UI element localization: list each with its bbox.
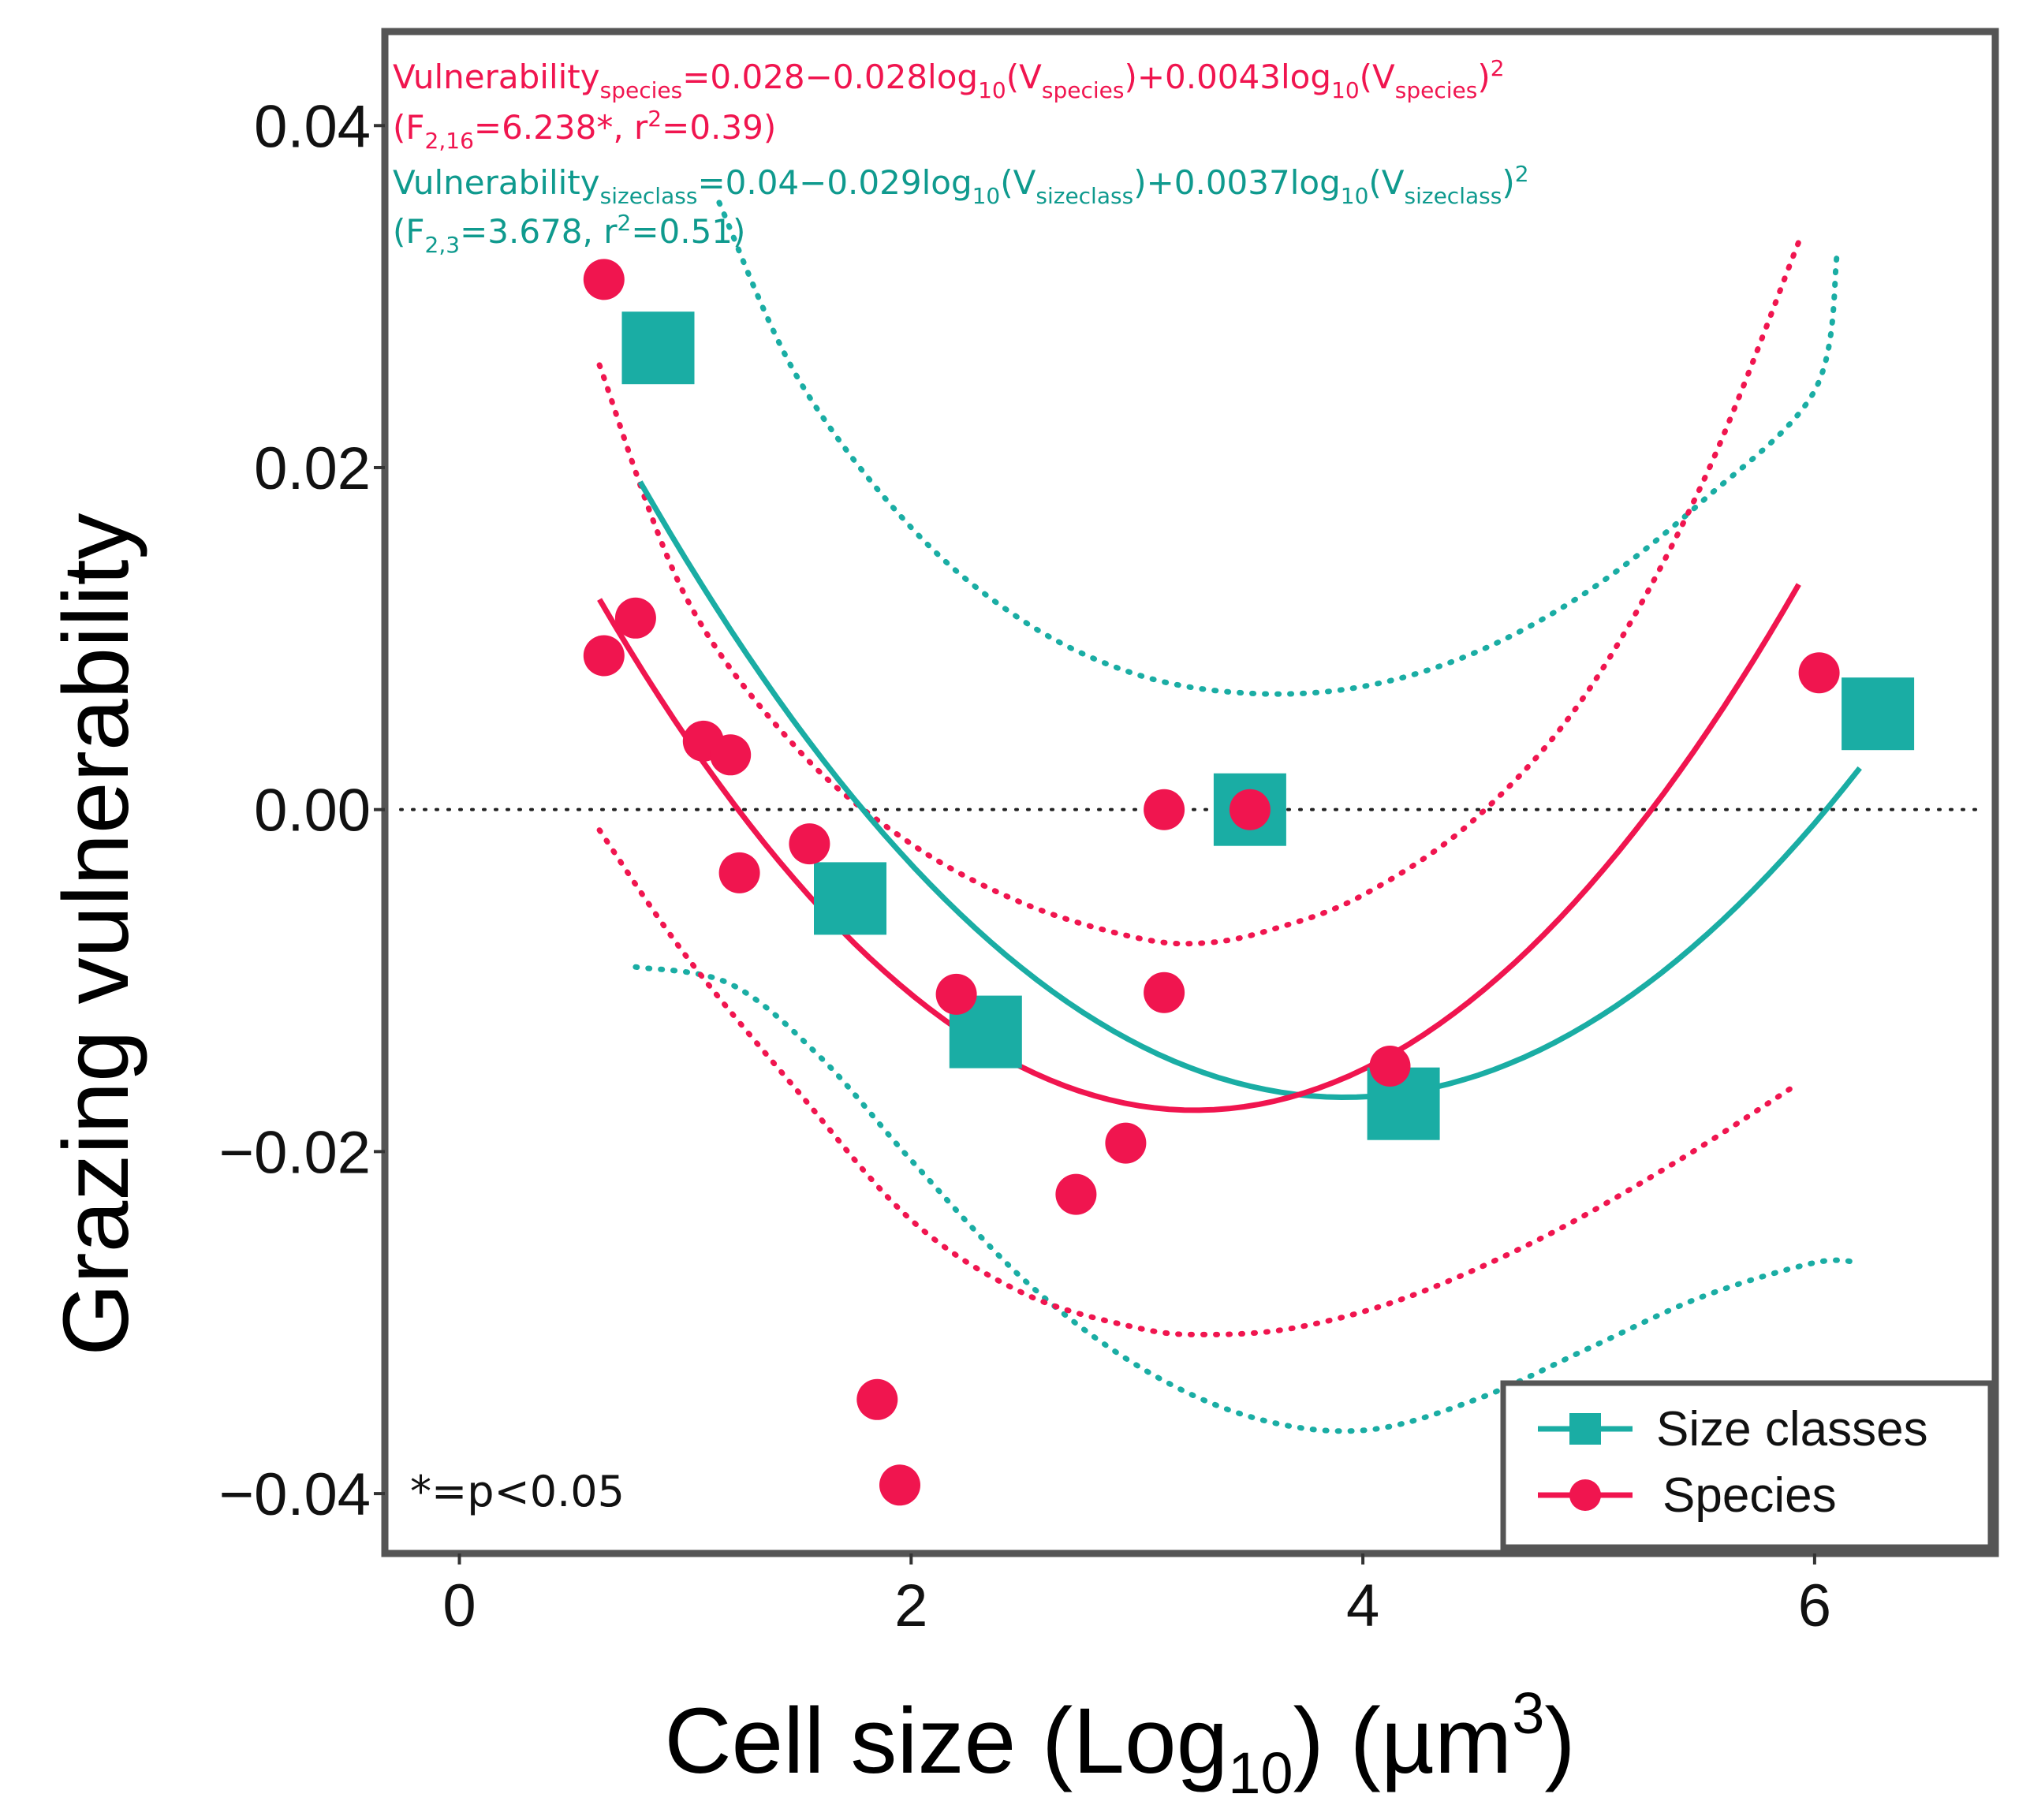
sizeclass-points bbox=[621, 311, 1915, 1140]
significance-note: *=p<0.05 bbox=[410, 1467, 625, 1516]
legend: Size classes Species bbox=[1500, 1380, 1994, 1550]
species-fit-curve bbox=[597, 583, 1801, 1113]
y-axis-ticks: 0.04 0.02 0.00 −0.02 −0.04 bbox=[219, 93, 385, 1528]
legend-species-label: Species bbox=[1662, 1468, 1837, 1523]
x-tick-label: 4 bbox=[1346, 1572, 1379, 1639]
y-tick-label: −0.04 bbox=[219, 1461, 371, 1528]
x-tick-label: 2 bbox=[894, 1572, 927, 1639]
species-point bbox=[1798, 652, 1840, 694]
legend-box bbox=[1500, 1380, 1994, 1550]
x-tick-label: 0 bbox=[442, 1572, 476, 1639]
y-tick-label: 0.00 bbox=[254, 778, 371, 845]
sizeclass-ci-upper bbox=[716, 200, 1840, 697]
x-axis-ticks: 0 2 4 6 bbox=[442, 1553, 1831, 1639]
species-points bbox=[583, 259, 1840, 1506]
sizeclass-point bbox=[621, 311, 695, 385]
sizeclass-equation: Vulnerabilitysizeclass=0.04−0.029log10(V… bbox=[393, 161, 1529, 209]
species-point bbox=[789, 823, 830, 865]
species-point bbox=[583, 259, 625, 300]
legend-species-marker bbox=[1569, 1479, 1601, 1511]
species-ci-lower bbox=[596, 827, 1802, 1337]
species-point bbox=[1369, 1046, 1411, 1087]
species-point bbox=[1229, 789, 1271, 830]
species-statistics: (F2,16=6.238*, r2=0.39) bbox=[393, 106, 776, 154]
y-axis-title: Grazing vulnerability bbox=[44, 513, 148, 1356]
legend-sizeclass-label: Size classes bbox=[1656, 1402, 1928, 1456]
species-point bbox=[718, 852, 760, 893]
species-point bbox=[583, 635, 625, 677]
species-point bbox=[1144, 789, 1185, 830]
species-point bbox=[1055, 1173, 1097, 1215]
species-point bbox=[1105, 1122, 1147, 1164]
x-tick-label: 6 bbox=[1798, 1572, 1831, 1639]
species-point bbox=[856, 1378, 898, 1420]
x-axis-title: Cell size (Log10) (µm3) bbox=[664, 1680, 1575, 1806]
sizeclass-fit-curve bbox=[637, 480, 1862, 1101]
y-tick-label: 0.04 bbox=[254, 93, 371, 160]
y-tick-label: 0.02 bbox=[254, 435, 371, 502]
species-point bbox=[935, 973, 977, 1015]
species-ci-upper bbox=[596, 239, 1802, 947]
sizeclass-point bbox=[1842, 677, 1915, 751]
species-point bbox=[710, 734, 752, 776]
species-point bbox=[1144, 972, 1185, 1013]
y-tick-label: −0.02 bbox=[219, 1119, 371, 1186]
species-point bbox=[614, 597, 656, 639]
plot-frame bbox=[381, 28, 1999, 1557]
sizeclass-point bbox=[814, 862, 886, 935]
species-equation: Vulnerabilityspecies=0.028−0.028log10(Vs… bbox=[393, 55, 1505, 103]
sizeclass-ci-lower bbox=[633, 964, 1863, 1434]
sizeclass-statistics: (F2,3=3.678, r2=0.51) bbox=[393, 210, 745, 258]
species-point bbox=[879, 1464, 920, 1506]
legend-sizeclass-marker bbox=[1569, 1413, 1601, 1445]
